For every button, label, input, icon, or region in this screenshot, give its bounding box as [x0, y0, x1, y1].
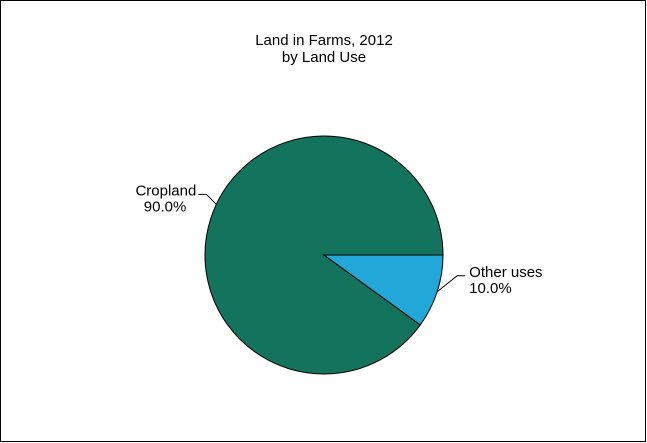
- slice-percent-label: 10.0%: [469, 280, 512, 297]
- slice-percent-label: 90.0%: [144, 198, 187, 215]
- leader-line-cropland: [198, 193, 217, 205]
- slice-name-label: Cropland: [135, 182, 196, 199]
- pie-slice-other-uses: [322, 254, 444, 326]
- leader-lines: [198, 193, 466, 293]
- slice-name-label: Other uses: [469, 264, 542, 281]
- pie-slices: [204, 135, 444, 375]
- chart-title: Land in Farms, 2012: [255, 32, 393, 49]
- chart-subtitle: by Land Use: [281, 49, 367, 66]
- leader-line-other-uses: [436, 275, 466, 293]
